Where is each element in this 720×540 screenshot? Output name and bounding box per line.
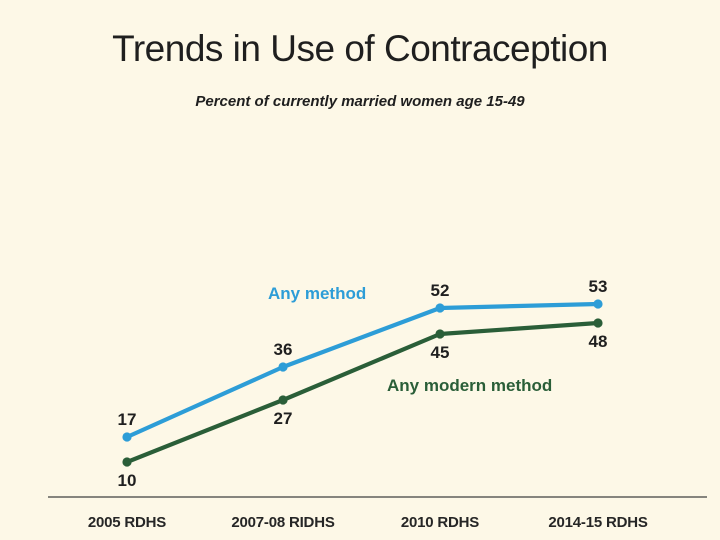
data-point-marker bbox=[593, 299, 603, 309]
data-point-marker bbox=[435, 329, 445, 339]
data-value-label: 52 bbox=[431, 281, 450, 300]
x-tick-label: 2010 RDHS bbox=[401, 514, 479, 531]
series-label-any-modern-method: Any modern method bbox=[387, 376, 553, 395]
data-point-marker bbox=[593, 318, 603, 328]
slide-subtitle: Percent of currently married women age 1… bbox=[195, 93, 525, 110]
x-tick-label: 2005 RDHS bbox=[88, 514, 166, 531]
series-line bbox=[124, 301, 601, 440]
data-point-marker bbox=[122, 432, 132, 442]
slide-title: Trends in Use of Contraception bbox=[112, 28, 608, 69]
data-point-marker bbox=[122, 457, 132, 467]
x-tick-label: 2014-15 RDHS bbox=[548, 514, 648, 531]
data-value-label: 10 bbox=[118, 471, 137, 490]
data-point-marker bbox=[278, 362, 288, 372]
series-label-any-method: Any method bbox=[268, 284, 367, 303]
data-value-label: 27 bbox=[274, 409, 293, 428]
data-value-label: 36 bbox=[274, 340, 293, 359]
series-line bbox=[124, 320, 601, 465]
x-tick-label: 2007-08 RIDHS bbox=[231, 514, 334, 531]
data-point-marker bbox=[435, 303, 445, 313]
data-value-label: 17 bbox=[118, 410, 137, 429]
data-value-label: 48 bbox=[589, 332, 608, 351]
data-point-marker bbox=[278, 395, 288, 405]
data-value-label: 45 bbox=[431, 343, 450, 362]
data-value-label: 53 bbox=[589, 277, 608, 296]
